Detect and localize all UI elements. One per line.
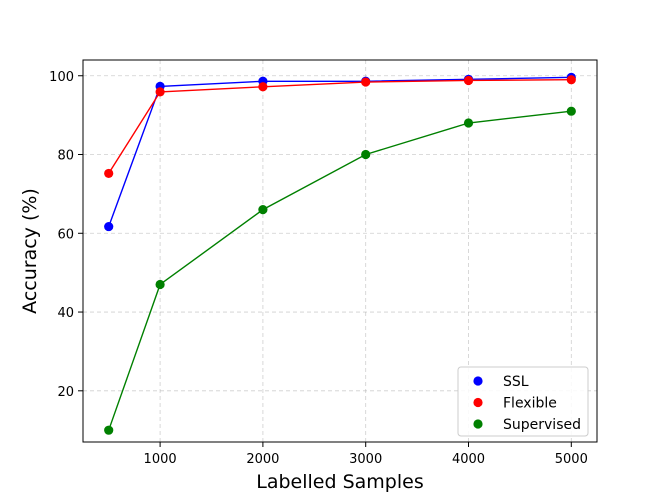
series-line-supervised: [108, 110, 572, 431]
data-point-supervised: [258, 205, 268, 215]
legend-marker-supervised: [473, 419, 483, 429]
data-point-supervised: [361, 149, 371, 160]
legend-label-flexible: Flexible: [503, 396, 557, 412]
y-tick-label: 80: [57, 149, 74, 164]
data-point-flexible: [463, 75, 474, 86]
y-axis-label: Accuracy (%): [19, 188, 41, 314]
y-tick-label: 20: [57, 385, 74, 400]
x-axis-label: Labelled Samples: [256, 471, 423, 493]
plot-frame: [82, 59, 598, 443]
x-tick-label: 4000: [452, 452, 485, 467]
legend-marker-ssl: [473, 376, 483, 386]
data-point-flexible: [155, 87, 165, 97]
legend-label-ssl: SSL: [503, 374, 529, 390]
x-tick-label: 1000: [144, 452, 177, 467]
data-point-flexible: [258, 82, 268, 92]
data-point-flexible: [566, 75, 576, 85]
y-tick-label: 100: [49, 70, 74, 85]
x-tick-label: 3000: [349, 452, 382, 467]
ticks: 1000 2000 3000 4000 5000 20 40 60 80 100: [49, 70, 588, 467]
y-tick-label: 60: [57, 227, 74, 242]
data-point-supervised: [104, 425, 114, 435]
legend-label-supervised: Supervised: [503, 417, 581, 433]
y-tick-label: 40: [57, 306, 74, 321]
series-supervised: [104, 106, 576, 435]
data-point-flexible: [361, 77, 371, 87]
data-point-ssl: [104, 221, 114, 232]
legend-box: [457, 366, 589, 437]
x-tick-label: 5000: [555, 452, 588, 467]
x-tick-label: 2000: [246, 452, 279, 467]
series-layer: [104, 72, 576, 435]
legend: SSL Flexible Supervised: [457, 366, 589, 437]
legend-marker-flexible: [473, 397, 483, 408]
series-flexible: [104, 75, 576, 179]
series-line-ssl: [108, 76, 572, 227]
data-point-flexible: [104, 168, 114, 179]
data-point-supervised: [463, 118, 474, 128]
data-point-supervised: [566, 106, 576, 116]
series-line-flexible: [108, 78, 572, 174]
data-point-supervised: [155, 279, 165, 290]
